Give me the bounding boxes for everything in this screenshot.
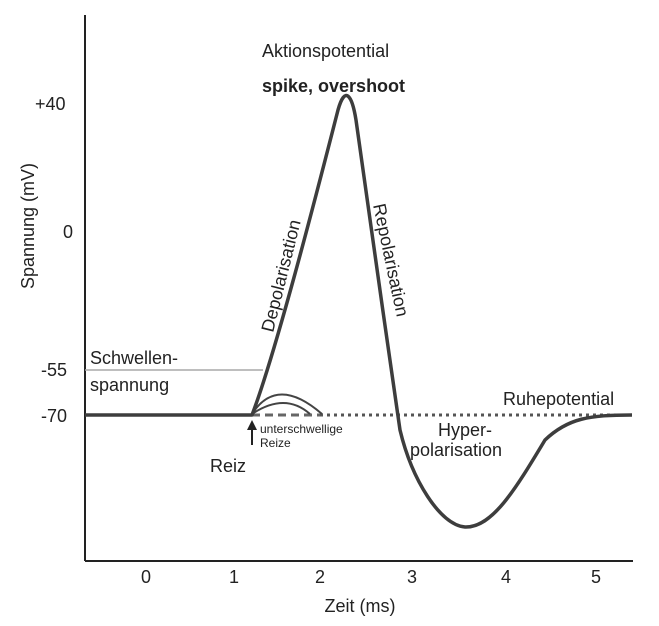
reiz-arrow-head — [247, 420, 257, 430]
label-depolarisation: Depolarisation — [257, 217, 304, 333]
x-tick-1: 1 — [229, 567, 239, 587]
label-ruhepotential: Ruhepotential — [503, 389, 614, 409]
label-unterschwellige-line1: unterschwellige — [260, 422, 343, 436]
label-schwellen-line2: spannung — [90, 375, 169, 395]
label-reiz: Reiz — [210, 456, 246, 476]
x-axis-label: Zeit (ms) — [325, 596, 396, 616]
x-tick-0: 0 — [141, 567, 151, 587]
label-schwellen-line1: Schwellen- — [90, 348, 178, 368]
y-tick-55: -55 — [41, 360, 67, 380]
title-aktionspotential: Aktionspotential — [262, 41, 389, 61]
x-tick-2: 2 — [315, 567, 325, 587]
label-hyper-line1: Hyper- — [438, 420, 492, 440]
y-axis-label: Spannung (mV) — [18, 163, 38, 289]
x-tick-5: 5 — [591, 567, 601, 587]
label-hyper-line2: polarisation — [410, 440, 502, 460]
subthreshold-curve-2 — [251, 402, 311, 415]
action-potential-curve — [85, 93, 633, 529]
subthreshold-curve-1 — [251, 393, 323, 415]
y-tick-70: -70 — [41, 406, 67, 426]
y-tick-40: +40 — [35, 94, 66, 114]
label-unterschwellige-line2: Reize — [260, 436, 291, 450]
x-tick-4: 4 — [501, 567, 511, 587]
x-tick-3: 3 — [407, 567, 417, 587]
y-tick-0: 0 — [63, 222, 73, 242]
title-spike-overshoot: spike, overshoot — [262, 76, 405, 96]
